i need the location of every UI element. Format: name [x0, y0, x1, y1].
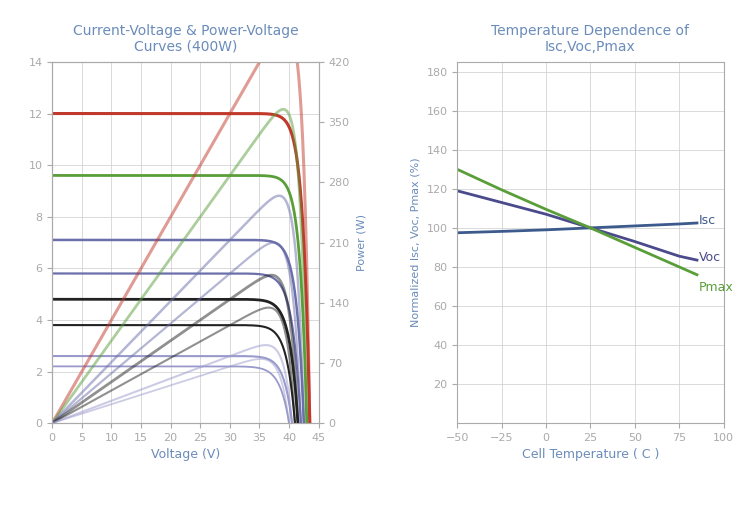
Text: Isc: Isc [699, 214, 716, 227]
X-axis label: Cell Temperature ( C ): Cell Temperature ( C ) [521, 448, 659, 461]
Text: Pmax: Pmax [699, 281, 733, 294]
Text: Voc: Voc [699, 251, 721, 264]
Title: Current-Voltage & Power-Voltage
Curves (400W): Current-Voltage & Power-Voltage Curves (… [72, 24, 298, 54]
X-axis label: Voltage (V): Voltage (V) [151, 448, 220, 461]
Y-axis label: Normalized Isc, Voc, Pmax (%): Normalized Isc, Voc, Pmax (%) [411, 158, 421, 327]
Title: Temperature Dependence of
Isc,Voc,Pmax: Temperature Dependence of Isc,Voc,Pmax [492, 24, 689, 54]
Y-axis label: Power (W): Power (W) [357, 214, 366, 271]
